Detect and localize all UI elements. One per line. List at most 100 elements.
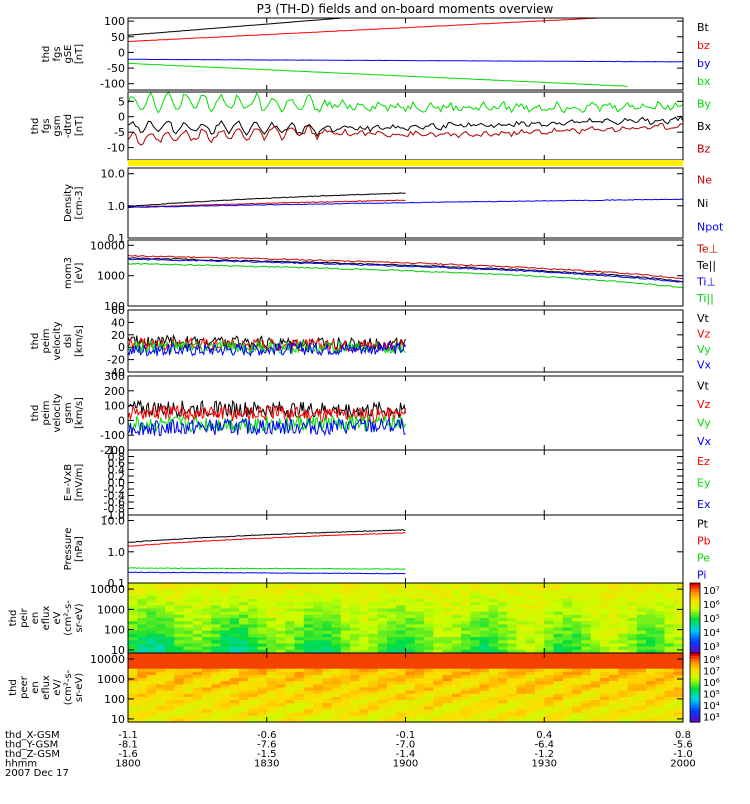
spectrogram-cell [572,709,582,714]
spectrogram-cell [137,668,148,673]
spectrogram-cell [442,678,453,682]
spectrogram-cell [368,700,379,704]
spectrogram-cell [498,678,508,682]
series-line-Vx [127,417,406,437]
spectrogram-cell [396,646,407,651]
spectrogram-cell [202,605,212,610]
spectrogram-cell [192,718,203,723]
spectrogram-cell [590,671,601,676]
spectrogram-cell [646,646,656,651]
spectrogram-cell [424,706,434,710]
spectrogram-cell [553,718,564,723]
spectrogram-cell [470,595,481,600]
spectrogram-cell [553,586,564,590]
spectrogram-cell [128,700,138,704]
spectrogram-cell [646,700,656,704]
spectrogram-cell [544,665,555,670]
spectrogram-cell [368,646,379,651]
spectrogram-cell [655,675,666,679]
spectrogram-cell [590,614,601,619]
spectrogram-cell [248,671,259,676]
spectrogram-cell [220,583,231,587]
spectrogram-cell [599,614,610,619]
spectrogram-cell [405,605,416,610]
spectrogram-cell [128,712,138,717]
spectrogram-cell [470,693,481,698]
spectrogram-cell [424,700,434,704]
spectrogram-cell [137,627,148,632]
spectrogram-cell [535,678,545,682]
spectrogram-cell [202,662,212,667]
spectrogram-cell [192,595,203,600]
series-line-Bz [127,122,684,146]
spectrogram-cell [350,706,360,710]
spectrogram-cell [192,662,203,667]
spectrogram-cell [285,592,296,597]
spectrogram-cell [211,624,222,629]
spectrogram-cell [340,646,351,651]
spectrogram-cell [128,653,138,657]
spectrogram-cell [590,637,601,641]
spectrogram-cell [229,649,240,654]
spectrogram-cell [479,605,490,610]
spectrogram-cell [599,709,610,714]
spectrogram-cell [572,646,582,651]
spectrogram-cell [507,602,518,606]
spectrogram-cell [137,624,148,629]
spectrogram-cell [581,637,592,641]
spectrogram-cell [544,630,555,635]
spectrogram-cell [137,646,148,651]
spectrogram-cell [313,633,323,638]
spectrogram-cell [387,715,397,720]
spectrogram-cell [359,675,370,679]
y-axis-label: -dtrd [63,114,74,138]
spectrogram-cell [331,614,342,619]
spectrogram-cell [535,637,545,641]
spectrogram-cell [155,659,166,663]
spectrogram-cell [174,653,185,657]
spectrogram-cell [266,646,277,651]
spectrogram-cell [340,602,351,606]
spectrogram-cell [257,586,268,590]
spectrogram-cell [599,595,610,600]
spectrogram-cell [239,586,249,590]
spectrogram-cell [340,649,351,654]
spectrogram-cell [174,696,185,701]
spectrogram-cell [562,684,573,689]
ephemeris-value: -1.6 [118,749,138,760]
spectrogram-cell [433,583,444,587]
spectrogram-cell [442,624,453,629]
spectrogram-cell [313,586,323,590]
spectrogram-cell [350,684,360,689]
spectrogram-cell [377,618,388,622]
spectrogram-cell [498,621,508,625]
spectrogram-cell [498,633,508,638]
spectrogram-cell [451,646,462,651]
y-axis-label: thd [30,333,41,350]
spectrogram-cell [451,684,462,689]
spectrogram-cell [609,700,619,704]
spectrogram-cell [525,668,536,673]
spectrogram-cell [581,703,592,707]
spectrogram-cell [544,718,555,723]
spectrogram-cell [451,627,462,632]
spectrogram-cell [350,668,360,673]
spectrogram-cell [377,659,388,663]
spectrogram-cell [387,595,397,600]
spectrogram-cell [192,586,203,590]
spectrogram-cell [303,700,314,704]
spectrogram-cell [599,627,610,632]
spectrogram-cell [461,656,471,660]
spectrogram-cell [609,681,619,685]
spectrogram-cell [285,640,296,645]
y-axis-label: (cm²-s- [63,669,74,705]
spectrogram-cell [627,583,638,587]
colorbar-segment [690,655,700,660]
spectrogram-cell [387,637,397,641]
spectrogram-cell [599,712,610,717]
legend-entry: Npot [697,220,724,233]
spectrogram-cell [470,592,481,597]
spectrogram-cell [609,703,619,707]
spectrogram-cell [655,696,666,701]
spectrogram-cell [303,614,314,619]
